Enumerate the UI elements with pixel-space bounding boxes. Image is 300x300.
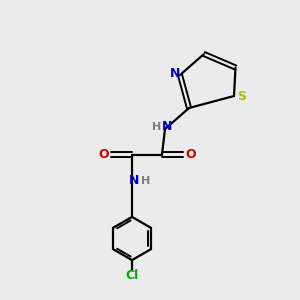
Text: O: O	[185, 148, 196, 161]
Text: O: O	[98, 148, 109, 161]
Text: H: H	[152, 122, 161, 132]
Text: S: S	[237, 90, 246, 103]
Text: N: N	[129, 174, 140, 187]
Text: N: N	[169, 67, 180, 80]
Text: N: N	[162, 120, 172, 133]
Text: H: H	[141, 176, 150, 187]
Text: Cl: Cl	[125, 269, 139, 282]
